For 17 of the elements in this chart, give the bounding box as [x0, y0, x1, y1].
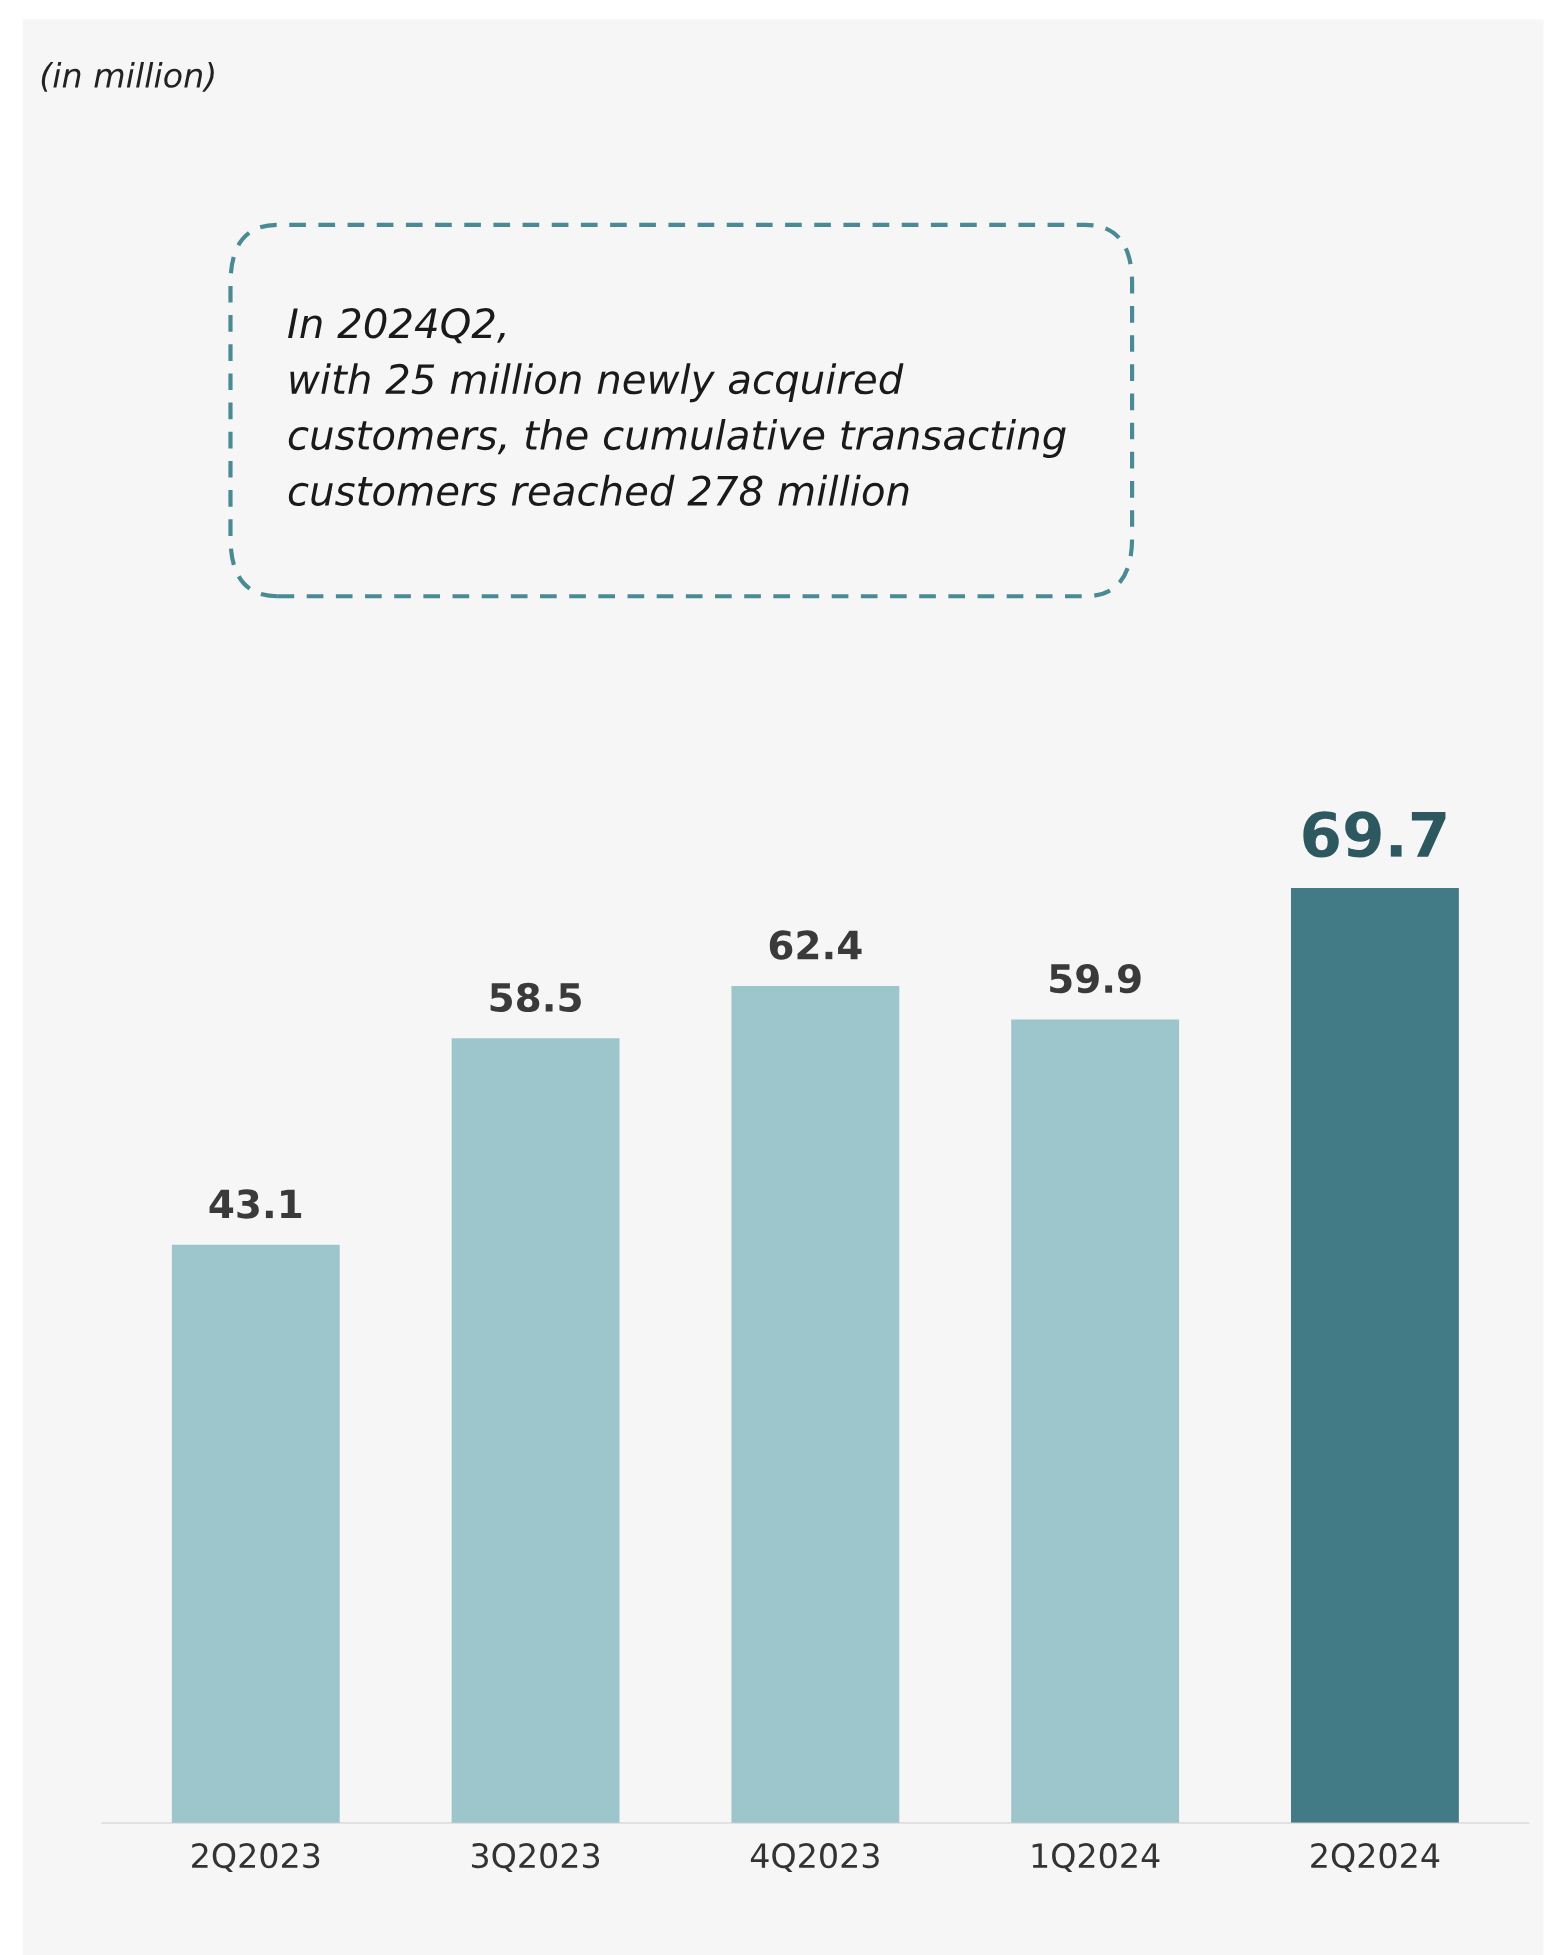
data-label: 58.5 [490, 982, 581, 1013]
x-tick-label: 2Q2024 [1311, 1843, 1440, 1873]
data-label: 43.1 [209, 1189, 302, 1219]
x-tick-label: 4Q2023 [750, 1843, 879, 1873]
text: (in million) [41, 62, 214, 92]
x-tick-label: 1Q2024 [1032, 1843, 1160, 1873]
bar [171, 1244, 340, 1824]
bar [1290, 888, 1459, 1824]
x-tick-label: 3Q2023 [471, 1843, 600, 1873]
bar [451, 1038, 620, 1824]
x-tick-label: 2Q2023 [192, 1843, 320, 1873]
bar [731, 985, 900, 1824]
data-label: 62.4 [769, 930, 862, 960]
bar [1011, 1019, 1180, 1824]
text: In 2024Q2, with 25 million newly acquired customers, the cumulative transacting customers reached 278 million [288, 308, 1066, 506]
data-label: 59.9 [1050, 963, 1141, 994]
data-label: 69.7 [1303, 811, 1446, 858]
